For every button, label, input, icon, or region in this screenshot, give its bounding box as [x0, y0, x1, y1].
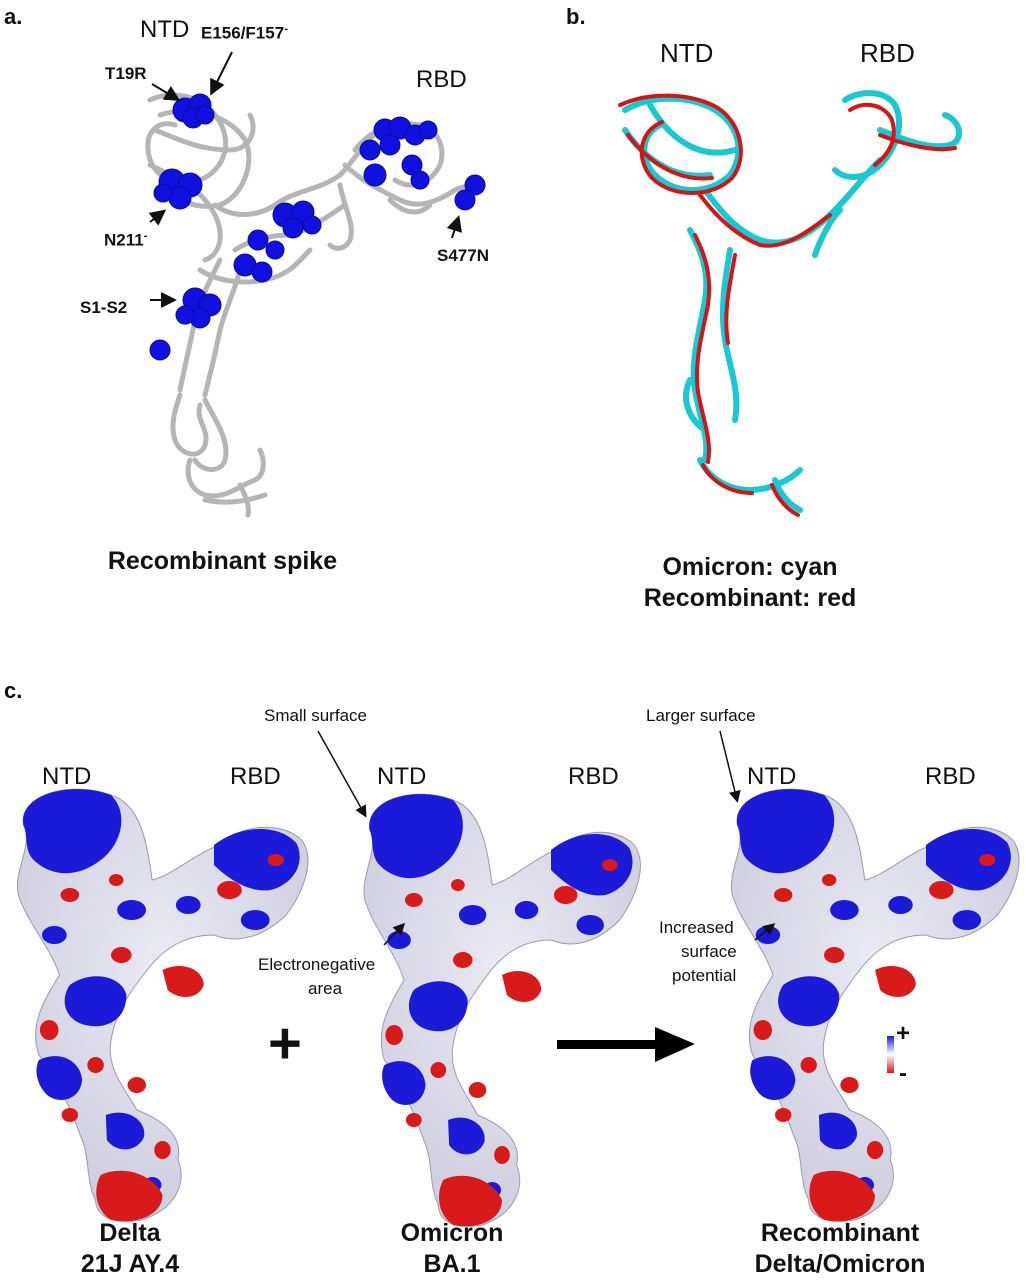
scale-minus-label: - — [899, 1060, 907, 1087]
electronegative-annotation-line2: area — [308, 979, 343, 998]
panel-b-omicron-ribbon — [622, 90, 962, 513]
panel-a-letter: a. — [4, 4, 23, 29]
panel-a-rbd-label: RBD — [416, 66, 467, 93]
plus-symbol: + — [268, 1011, 302, 1076]
panel-b-letter: b. — [566, 4, 586, 29]
omicron-rbd-label: RBD — [568, 763, 619, 790]
surface-delta — [16, 788, 309, 1222]
mutation-e156-f157: E156/F157- — [201, 23, 288, 43]
panel-b-recombinant-ribbon — [618, 93, 957, 517]
mutation-s477n: S477N — [437, 246, 489, 265]
scale-plus-label: + — [896, 1020, 911, 1047]
omicron-caption-line2: BA.1 — [423, 1250, 481, 1278]
recombinant-caption-line2: Delta/Omicron — [754, 1250, 926, 1278]
panel-a-arrows — [148, 51, 463, 308]
potential-scale-bar — [887, 1036, 894, 1073]
increased-annotation-line1: Increased — [659, 918, 734, 937]
delta-caption-line1: Delta — [99, 1219, 161, 1247]
surface-recombinant — [730, 788, 1020, 1222]
recombinant-caption-line1: Recombinant — [760, 1219, 920, 1247]
recombinant-ntd-label: NTD — [747, 763, 797, 790]
mutation-n211: N211- — [104, 230, 148, 250]
panel-b-ntd-label: NTD — [660, 38, 714, 68]
electronegative-annotation-line1: Electronegative — [258, 955, 376, 974]
panel-b-rbd-label: RBD — [860, 38, 915, 68]
panel-b-caption-line1: Omicron: cyan — [662, 553, 838, 581]
delta-rbd-label: RBD — [230, 763, 281, 790]
big-transition-arrow — [557, 1027, 695, 1062]
delta-caption-line2: 21J AY.4 — [80, 1250, 180, 1278]
panel-a-ntd-label: NTD — [140, 16, 190, 43]
mutation-s1-s2: S1-S2 — [80, 298, 128, 317]
panel-a-highlighted-residues — [149, 93, 486, 361]
small-surface-annotation: Small surface — [264, 706, 367, 725]
panel-b-caption-line2: Recombinant: red — [643, 584, 857, 612]
delta-ntd-label: NTD — [42, 763, 92, 790]
mutation-t19r: T19R — [105, 64, 147, 83]
omicron-ntd-label: NTD — [377, 763, 427, 790]
larger-surface-annotation: Larger surface — [646, 706, 756, 725]
omicron-caption-line1: Omicron — [400, 1219, 504, 1247]
increased-annotation-line2: surface — [681, 942, 737, 961]
panel-c-letter: c. — [4, 678, 23, 703]
recombinant-rbd-label: RBD — [925, 763, 976, 790]
panel-c-arrows — [317, 730, 776, 946]
panel-a-caption: Recombinant spike — [107, 547, 338, 575]
increased-annotation-line3: potential — [672, 966, 737, 985]
surface-omicron — [363, 793, 641, 1227]
